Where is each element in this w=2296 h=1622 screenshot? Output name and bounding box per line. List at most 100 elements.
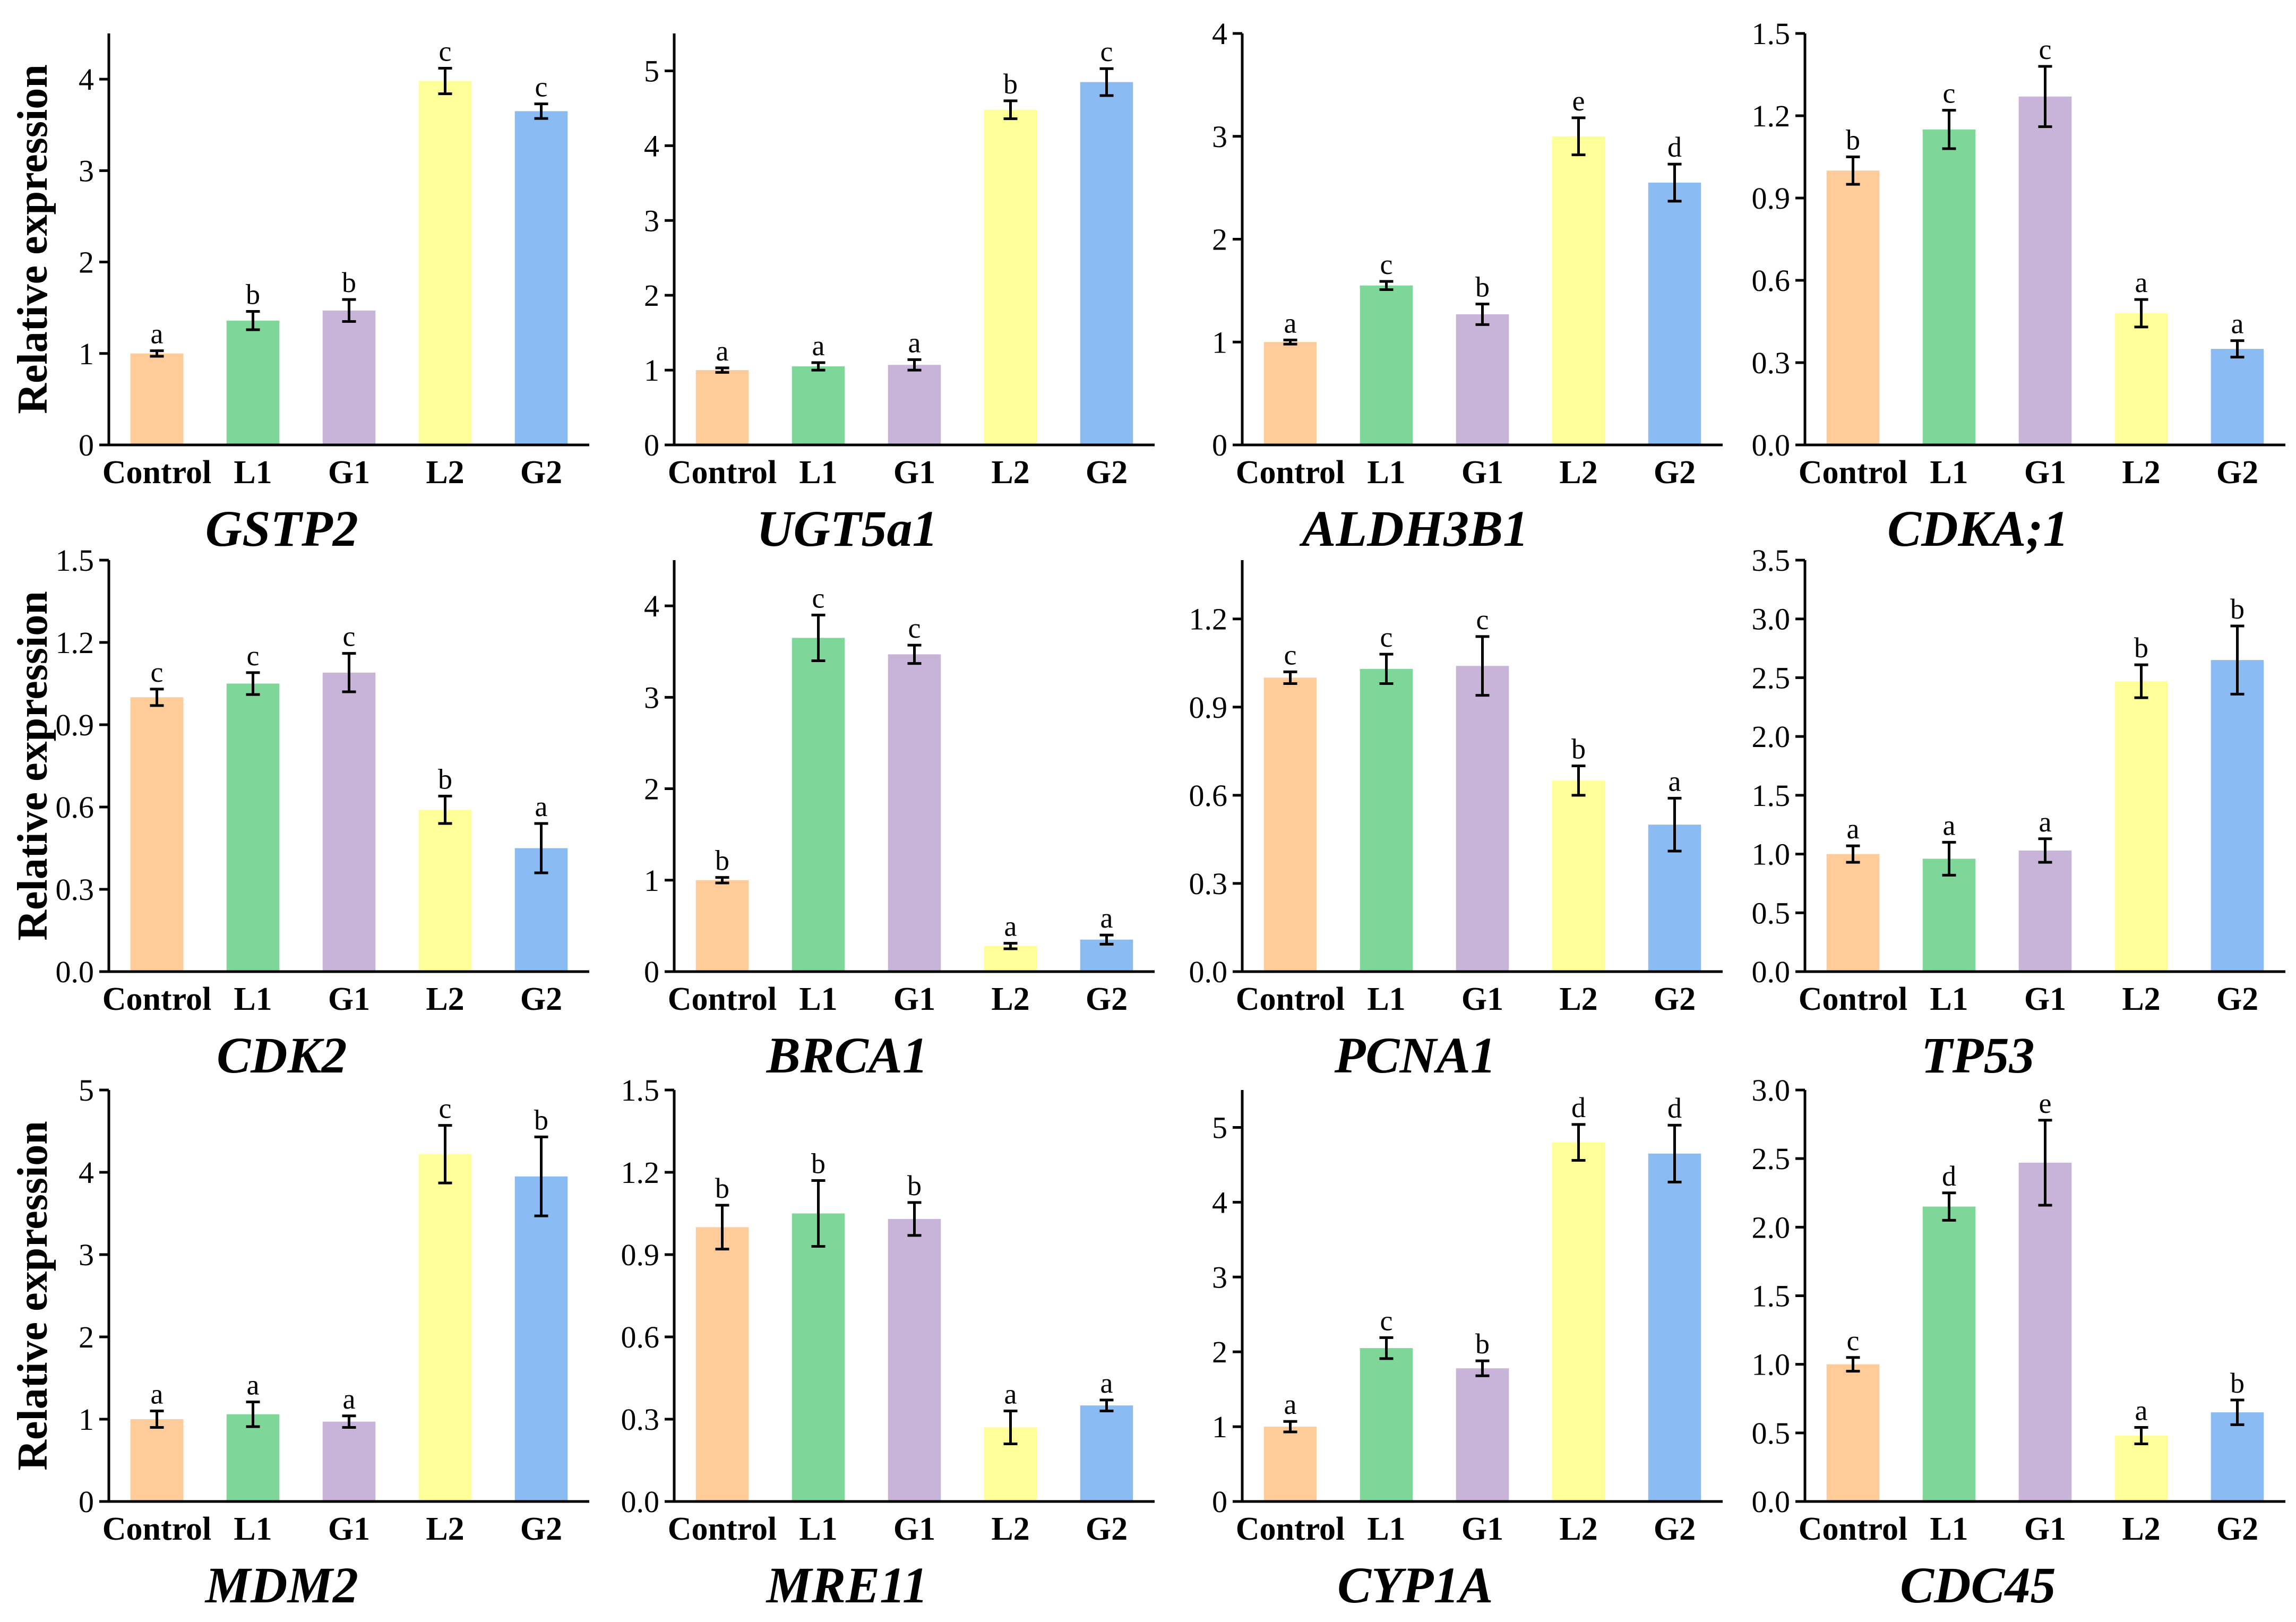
- y-tick-label: 3.5: [1752, 543, 1791, 578]
- bar-l1: [1360, 285, 1413, 445]
- bar-g1: [888, 365, 941, 445]
- y-tick-label: 2: [1212, 1335, 1227, 1369]
- y-tick-label: 0.3: [621, 1402, 660, 1437]
- significance-letter: d: [1571, 1092, 1586, 1123]
- significance-letter: b: [1475, 1328, 1490, 1360]
- bar-l2: [418, 81, 472, 445]
- y-tick-label: 3.0: [1752, 1073, 1791, 1108]
- category-label: G1: [1461, 981, 1503, 1017]
- category-label: Control: [668, 1511, 777, 1547]
- y-tick-label: 0.3: [56, 872, 94, 907]
- category-label: L1: [234, 454, 272, 491]
- significance-letter: c: [439, 1093, 452, 1125]
- y-tick-label: 1: [1212, 325, 1227, 359]
- significance-letter: c: [1943, 78, 1956, 109]
- category-label: G1: [2024, 981, 2066, 1017]
- category-label: L2: [2122, 1511, 2160, 1547]
- bar-l2: [2114, 313, 2168, 445]
- significance-letter: a: [1943, 809, 1956, 841]
- bar-g1: [2018, 850, 2072, 972]
- y-tick-label: 0: [644, 955, 659, 989]
- y-tick-label: 0.0: [621, 1484, 660, 1519]
- category-label: L2: [1559, 454, 1597, 491]
- significance-letter: b: [534, 1104, 548, 1136]
- y-tick-label: 2: [644, 772, 659, 806]
- bar-l2: [2114, 681, 2168, 972]
- category-label: L2: [2122, 454, 2160, 491]
- y-tick-label: 0.5: [1752, 1416, 1791, 1451]
- y-tick-label: 3: [79, 153, 94, 188]
- bar-control: [1263, 677, 1317, 972]
- bar-control: [1826, 854, 1880, 972]
- bar-g1: [2018, 1162, 2072, 1501]
- category-label: L1: [1930, 454, 1968, 491]
- bar-l2: [984, 946, 1037, 972]
- category-label: L1: [799, 1511, 837, 1547]
- bar-l2: [1552, 136, 1605, 445]
- y-tick-label: 4: [1212, 1185, 1227, 1220]
- chart-panel-cdc45: c Control d L1 e G1 a L2 b G2 0.0 0.5 1.0 1.5 2.0 2.5 3.…: [1752, 1073, 2285, 1614]
- chart-panel-ugt5a1: a Control a L1 a G1 b L2 c G2 0 1 2 3 4 5 UGT5a1: [644, 33, 1155, 557]
- chart-panel-pcna1: c Control c L1 c G1 b L2 a G2 0.0 0.3 0.6 0.9 1.2 PCNA1: [1189, 560, 1723, 1084]
- bar-g1: [1456, 314, 1509, 445]
- bar-g2: [2211, 1412, 2264, 1501]
- chart-panel-mre11: b Control b L1 b G1 a L2 a G2 0.0 0.3 0.6 0.9 1.2 1.5 MR…: [621, 1073, 1155, 1614]
- category-label: G2: [1654, 454, 1696, 491]
- significance-letter: e: [2039, 1087, 2052, 1119]
- significance-letter: b: [907, 1170, 922, 1202]
- y-tick-label: 4: [644, 128, 659, 163]
- category-label: Control: [102, 1511, 212, 1547]
- y-tick-label: 2: [79, 1320, 94, 1354]
- bar-control: [695, 880, 749, 972]
- bar-l1: [226, 683, 280, 972]
- bar-g2: [2211, 349, 2264, 445]
- category-label: G2: [1654, 981, 1696, 1017]
- gene-title: CDC45: [1900, 1557, 2056, 1614]
- y-tick-label: 2: [644, 278, 659, 313]
- chart-panel-cyp1a: a Control c L1 b G1 d L2 d G2 0 1 2 3 4 5 CYP1A: [1212, 1090, 1723, 1614]
- y-tick-label: 0: [1212, 428, 1227, 462]
- significance-letter: b: [246, 279, 260, 311]
- category-label: L2: [991, 981, 1029, 1017]
- bar-l2: [1552, 780, 1605, 972]
- significance-letter: a: [1284, 307, 1297, 339]
- significance-letter: a: [1100, 902, 1113, 934]
- category-label: Control: [668, 981, 777, 1017]
- bar-l2: [418, 810, 472, 972]
- chart-panel-cdk2: c Control c L1 c G1 b L2 a G2 0.0 0.3 0.6 0.9 1.2 1.5 CD…: [10, 543, 589, 1084]
- significance-letter: c: [535, 71, 548, 103]
- significance-letter: a: [151, 1378, 164, 1410]
- y-tick-label: 1: [1212, 1410, 1227, 1444]
- y-tick-label: 1.0: [1752, 1348, 1791, 1382]
- bar-control: [130, 697, 184, 972]
- category-label: G1: [893, 1511, 935, 1547]
- significance-letter: b: [342, 267, 356, 298]
- category-label: Control: [668, 454, 777, 491]
- bar-l1: [792, 366, 845, 445]
- y-tick-label: 0.6: [1189, 778, 1228, 813]
- chart-panel-mdm2: a Control a L1 a G1 c L2 b G2 0 1 2 3 4 5 MDM2 Relative e…: [10, 1073, 589, 1614]
- gene-title: CDK2: [217, 1027, 347, 1084]
- bar-control: [1263, 342, 1317, 445]
- category-label: G1: [1461, 1511, 1503, 1547]
- significance-letter: a: [1004, 911, 1017, 942]
- category-label: L2: [991, 1511, 1029, 1547]
- significance-letter: c: [2039, 33, 2052, 65]
- significance-letter: a: [2231, 308, 2244, 340]
- y-tick-label: 1.5: [621, 1073, 660, 1108]
- category-label: G1: [1461, 454, 1503, 491]
- significance-letter: b: [1003, 68, 1018, 100]
- y-tick-label: 0.9: [1752, 181, 1791, 216]
- y-tick-label: 2: [79, 245, 94, 280]
- significance-letter: a: [1004, 1378, 1017, 1410]
- bar-l1: [1360, 668, 1413, 972]
- bar-l2: [418, 1154, 472, 1501]
- category-label: G2: [2216, 454, 2258, 491]
- bar-l2: [2114, 1436, 2168, 1501]
- gene-title: GSTP2: [205, 500, 358, 557]
- y-tick-label: 1.5: [1752, 1279, 1791, 1314]
- category-label: L2: [426, 1511, 464, 1547]
- y-tick-label: 0.0: [1189, 955, 1228, 989]
- y-tick-label: 4: [79, 1155, 94, 1190]
